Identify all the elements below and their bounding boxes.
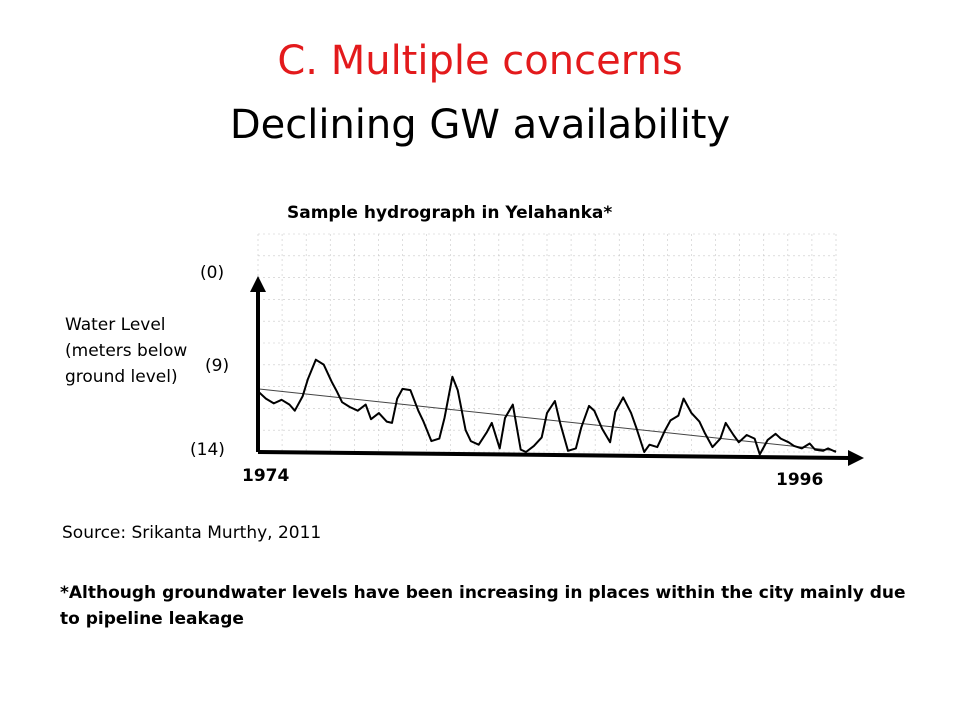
x-axis [257, 450, 851, 460]
x-tick-label-start: 1974 [242, 466, 290, 486]
source-citation: Source: Srikanta Murthy, 2011 [62, 523, 322, 543]
y-tick-label-9: (9) [205, 356, 230, 376]
y-axis-arrowhead [250, 276, 266, 292]
y-axis-label: Water Level (meters below ground level) [65, 315, 188, 387]
x-tick-label-end: 1996 [776, 470, 824, 490]
footnote: *Although groundwater levels have been i… [60, 583, 906, 629]
trend-line [257, 388, 837, 452]
y-tick-label-14: (14) [190, 440, 225, 460]
y-tick-label-0: (0) [200, 263, 225, 283]
series-line [257, 358, 837, 456]
slide-title-line2: Declining GW availability [229, 102, 731, 148]
chart-title: Sample hydrograph in Yelahanka* [287, 203, 613, 223]
chart-axes [250, 276, 864, 466]
slide-title-line1: C. Multiple concerns [277, 38, 683, 84]
x-axis-arrowhead [848, 450, 864, 466]
chart-grid [257, 233, 837, 453]
